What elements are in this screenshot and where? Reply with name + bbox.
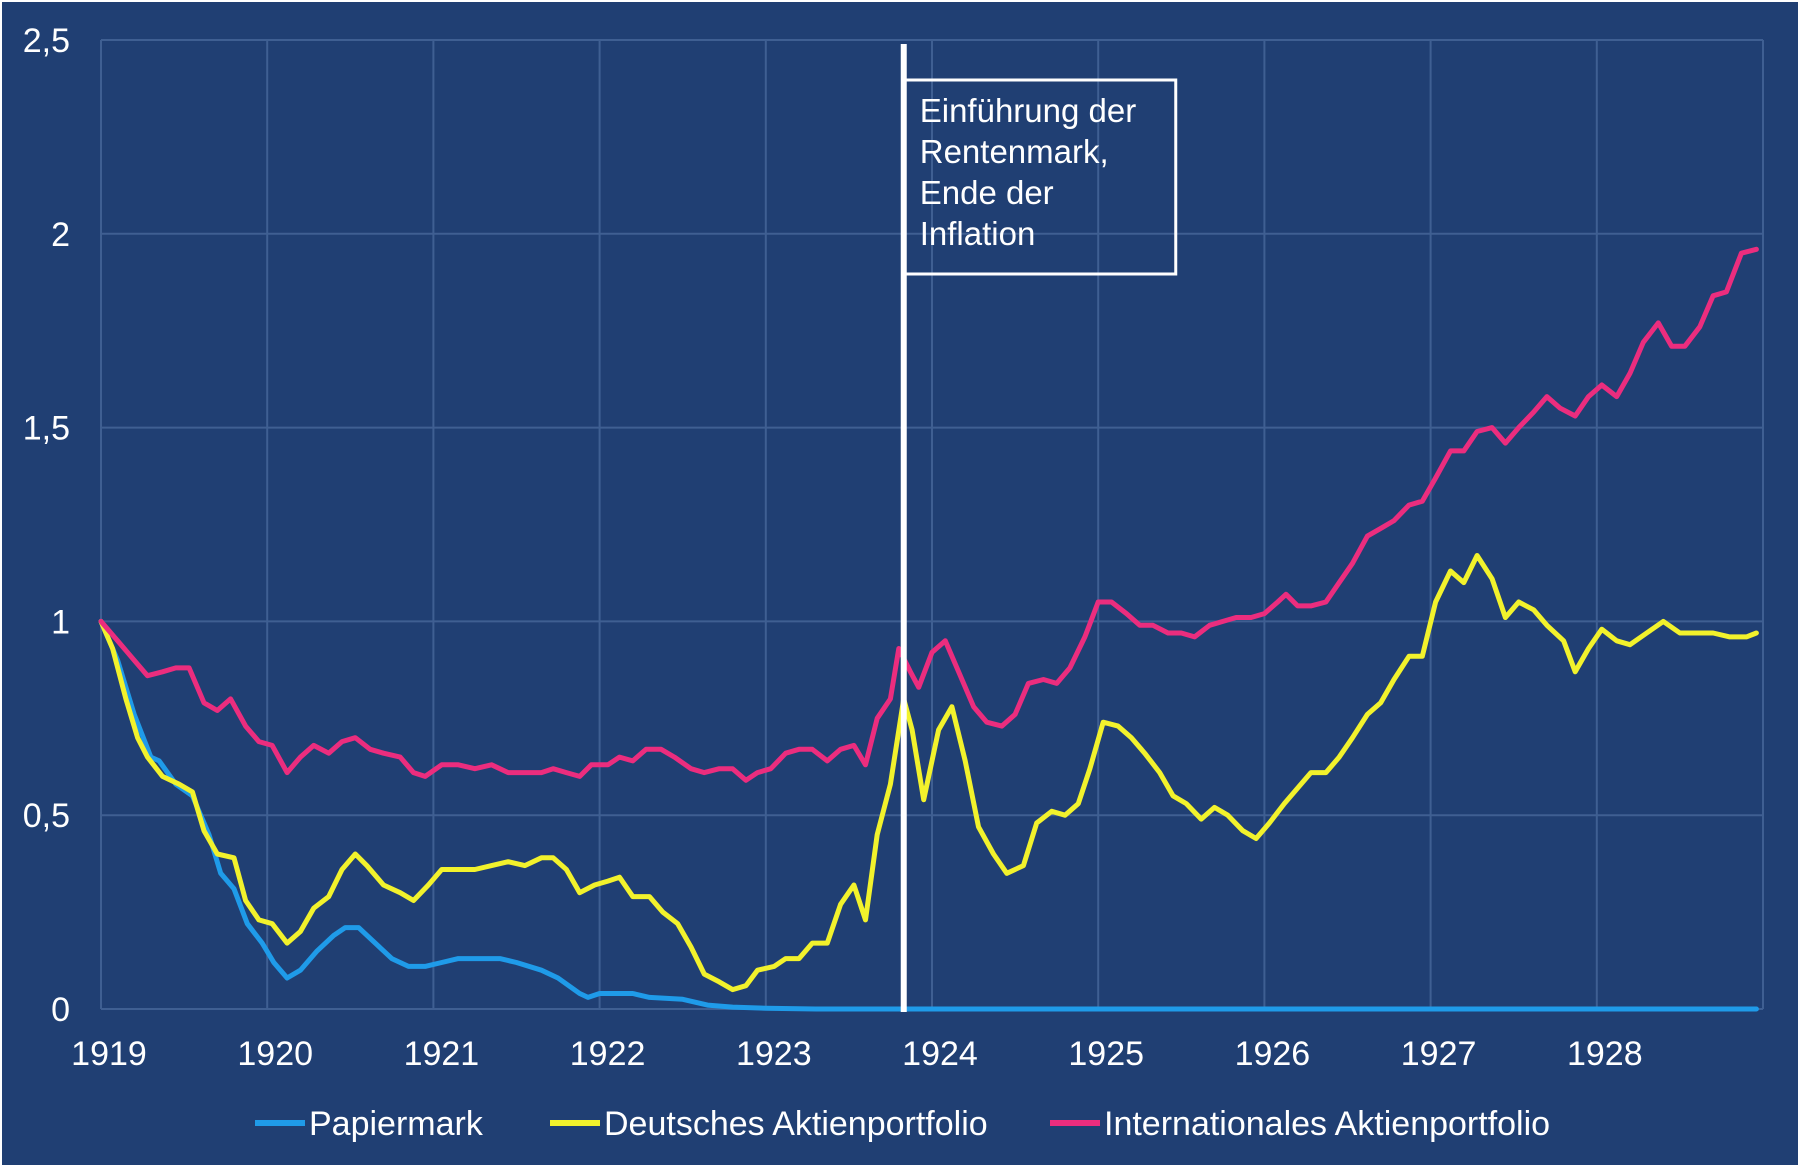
y-tick-label: 0 xyxy=(51,991,70,1029)
series-line-3 xyxy=(98,246,1759,783)
annotation-box xyxy=(902,78,1178,276)
annotation-line: Inflation xyxy=(920,215,1036,252)
legend-label: Papiermark xyxy=(309,1105,484,1143)
annotation-line: Rentenmark, xyxy=(920,133,1109,170)
series-line-2 xyxy=(98,553,1759,993)
x-tick-label: 1924 xyxy=(902,1035,978,1073)
x-tick-label: 1925 xyxy=(1068,1035,1144,1073)
annotation: Einführung der Rentenmark, Ende der Inflati… xyxy=(900,44,1178,1012)
annotation-text: Einführung der Rentenmark, Ende der Inflati… xyxy=(920,92,1136,252)
x-tick-label: 1928 xyxy=(1567,1035,1643,1073)
legend-label: Deutsches Aktienportfolio xyxy=(604,1105,988,1143)
x-tick-label: 1926 xyxy=(1235,1035,1311,1073)
series-layer xyxy=(98,246,1759,1012)
y-tick-label: 0,5 xyxy=(23,797,70,835)
y-tick-label: 1,5 xyxy=(23,410,70,448)
x-tick-label: 1921 xyxy=(404,1035,480,1073)
legend-label: Internationales Aktienportfolio xyxy=(1104,1105,1550,1143)
y-tick-label: 1 xyxy=(51,603,70,641)
grid xyxy=(100,39,1764,1010)
x-tick-label: 1920 xyxy=(237,1035,313,1073)
y-axis-ticks: 0 0,5 1 1,5 2 2,5 xyxy=(23,22,70,1029)
annotation-line: Ende der xyxy=(920,174,1054,211)
x-axis-ticks: 1919 1920 1921 1922 1923 1924 1925 1926 1927 1928 xyxy=(71,1035,1642,1073)
y-tick-label: 2 xyxy=(51,216,70,254)
legend: Papiermark Deutsches Aktienportfolio Inter… xyxy=(255,1105,1550,1143)
y-tick-label: 2,5 xyxy=(23,22,70,60)
x-tick-label: 1919 xyxy=(71,1035,147,1073)
x-tick-label: 1923 xyxy=(736,1035,812,1073)
x-tick-label: 1927 xyxy=(1401,1035,1477,1073)
annotation-line: Einführung der xyxy=(920,92,1136,129)
x-tick-label: 1922 xyxy=(570,1035,646,1073)
